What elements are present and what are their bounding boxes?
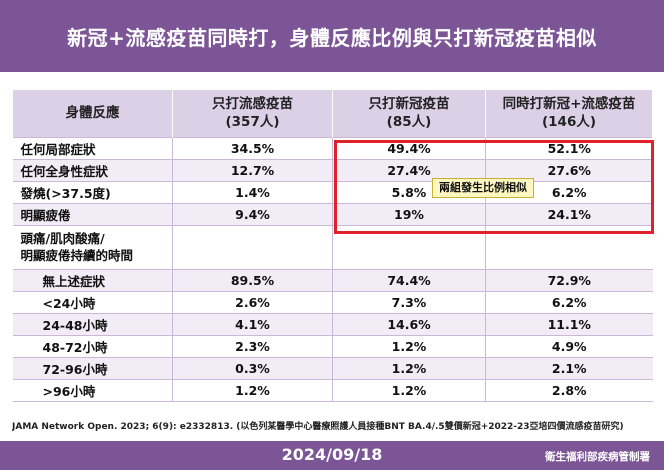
table-cell — [485, 225, 653, 270]
table-cell: 4.9% — [485, 335, 653, 358]
row-label: 24-48小時 — [12, 313, 173, 336]
table-cell: 1.4% — [172, 181, 333, 204]
reaction-table-container: 身體反應 只打流感疫苗 (357人) 只打新冠疫苗 (85人) 同時打新冠+流感疫苗… — [12, 90, 653, 402]
row-label: 頭痛/肌肉酸痛/明顯疲倦持續的時間 — [12, 225, 173, 270]
table-cell: 14.6% — [332, 313, 486, 336]
table-cell: 1.2% — [332, 335, 486, 358]
reaction-table: 身體反應 只打流感疫苗 (357人) 只打新冠疫苗 (85人) 同時打新冠+流感疫苗… — [12, 90, 653, 402]
table-cell: 12.7% — [172, 159, 333, 182]
title-banner: 新冠+流感疫苗同時打，身體反應比例與只打新冠疫苗相似 — [0, 0, 664, 72]
citation-text: JAMA Network Open. 2023; 6(9): e2332813.… — [12, 422, 624, 432]
row-label: 48-72小時 — [12, 335, 173, 358]
row-label: 發燒(>37.5度) — [12, 181, 173, 204]
footer-bar: 2024/09/18 衛生福利部疾病管制署 — [0, 441, 664, 470]
table-cell — [332, 225, 486, 270]
table-cell: 11.1% — [485, 313, 653, 336]
table-row: <24小時 2.6% 7.3% 6.2% — [12, 291, 653, 314]
similarity-callout: 兩組發生比例相似 — [432, 178, 534, 198]
row-label: 明顯疲倦 — [12, 203, 173, 226]
table-cell: 24.1% — [485, 203, 653, 226]
table-cell: 7.3% — [332, 291, 486, 314]
column-header-both: 同時打新冠+流感疫苗 (146人) — [485, 90, 653, 137]
table-row: 發燒(>37.5度) 1.4% 5.8% 6.2% — [12, 181, 653, 204]
table-cell: 2.3% — [172, 335, 333, 358]
table-cell: 74.4% — [332, 269, 486, 292]
table-cell: 52.1% — [485, 136, 653, 160]
table-cell: 89.5% — [172, 269, 333, 292]
table-header-row: 身體反應 只打流感疫苗 (357人) 只打新冠疫苗 (85人) 同時打新冠+流感疫苗… — [12, 90, 653, 137]
table-cell: 27.6% — [485, 159, 653, 182]
table-cell: 2.1% — [485, 357, 653, 380]
table-row: 無上述症狀 89.5% 74.4% 72.9% — [12, 269, 653, 292]
page-title: 新冠+流感疫苗同時打，身體反應比例與只打新冠疫苗相似 — [67, 25, 597, 50]
row-label: <24小時 — [12, 291, 173, 314]
column-header-reaction: 身體反應 — [12, 90, 173, 137]
row-label: 任何局部症狀 — [12, 136, 173, 160]
table-row: 24-48小時 4.1% 14.6% 11.1% — [12, 313, 653, 336]
row-label: >96小時 — [12, 379, 173, 402]
table-cell: 9.4% — [172, 203, 333, 226]
table-row: >96小時 1.2% 1.2% 2.8% — [12, 379, 653, 402]
table-cell: 1.2% — [172, 379, 333, 402]
table-row: 任何全身性症狀 12.7% 27.4% 27.6% — [12, 159, 653, 182]
table-row: 任何局部症狀 34.5% 49.4% 52.1% — [12, 136, 653, 160]
footer-date: 2024/09/18 — [281, 445, 383, 464]
table-row: 明顯疲倦 9.4% 19% 24.1% — [12, 203, 653, 226]
table-cell: 2.8% — [485, 379, 653, 402]
row-label: 無上述症狀 — [12, 269, 173, 292]
column-header-flu-only: 只打流感疫苗 (357人) — [172, 90, 333, 137]
table-cell: 6.2% — [485, 291, 653, 314]
table-cell: 0.3% — [172, 357, 333, 380]
table-cell: 49.4% — [332, 136, 486, 160]
table-row: 48-72小時 2.3% 1.2% 4.9% — [12, 335, 653, 358]
table-cell — [172, 225, 333, 270]
table-cell: 27.4% — [332, 159, 486, 182]
table-cell: 2.6% — [172, 291, 333, 314]
column-header-covid-only: 只打新冠疫苗 (85人) — [332, 90, 486, 137]
table-row-section-header: 頭痛/肌肉酸痛/明顯疲倦持續的時間 — [12, 225, 653, 270]
table-cell: 72.9% — [485, 269, 653, 292]
table-row: 72-96小時 0.3% 1.2% 2.1% — [12, 357, 653, 380]
table-cell: 1.2% — [332, 357, 486, 380]
table-cell: 1.2% — [332, 379, 486, 402]
row-label: 72-96小時 — [12, 357, 173, 380]
table-cell: 4.1% — [172, 313, 333, 336]
row-label: 任何全身性症狀 — [12, 159, 173, 182]
table-cell: 34.5% — [172, 136, 333, 160]
footer-agency: 衛生福利部疾病管制署 — [545, 451, 650, 463]
table-cell: 19% — [332, 203, 486, 226]
